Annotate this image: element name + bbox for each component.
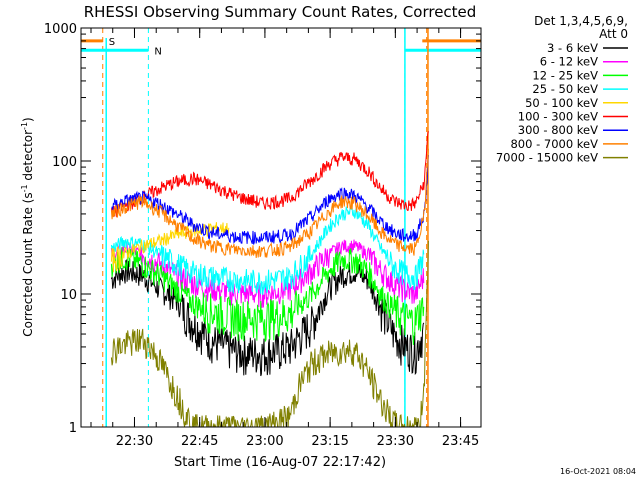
x-tick-label: 23:00 [246, 434, 283, 449]
footer-timestamp: 16-Oct-2021 08:04 [560, 467, 636, 476]
series-line [110, 240, 429, 427]
y-axis-label-sup: -1 [20, 122, 29, 130]
y-axis-label: Corrected Count Rate (s-1 detector-1) [20, 117, 35, 336]
x-tick-label: 23:15 [311, 434, 348, 449]
series-line [110, 131, 429, 218]
x-axis-label: Start Time (16-Aug-07 22:17:42) [174, 455, 386, 470]
series-line [111, 155, 429, 245]
series-line [110, 247, 425, 346]
series-line [110, 222, 230, 273]
legend-entry-label: 300 - 800 keV [518, 123, 598, 137]
y-tick-label: 10 [60, 288, 77, 303]
y-axis-label-part: ) [21, 117, 35, 122]
legend-entry-label: 800 - 7000 keV [510, 137, 598, 151]
chart-title: RHESSI Observing Summary Count Rates, Co… [84, 3, 477, 21]
series-line [110, 148, 429, 259]
y-axis-label-part: Corrected Count Rate (s [21, 192, 35, 336]
legend-entry-label: 100 - 300 keV [518, 110, 598, 124]
series-line [110, 204, 425, 295]
legend-header: Att 0 [599, 27, 628, 41]
y-tick-label: 1000 [44, 22, 77, 37]
y-tick-label: 1 [69, 421, 77, 436]
plot-area [80, 27, 482, 428]
legend-entry-label: 7000 - 15000 keV [496, 151, 598, 165]
overlay-flag-label: N [154, 46, 161, 57]
x-tick-label: 22:45 [181, 434, 218, 449]
y-tick-label: 100 [52, 155, 77, 170]
x-tick-label: 22:30 [116, 434, 153, 449]
x-tick-label: 23:45 [442, 434, 479, 449]
legend-entry-label: 25 - 50 keV [532, 82, 598, 96]
legend-entry-label: 12 - 25 keV [532, 68, 598, 82]
legend-entry-label: 6 - 12 keV [540, 55, 598, 69]
y-axis-label-sup: -1 [20, 184, 29, 192]
legend-entry-label: 3 - 6 keV [547, 41, 598, 55]
legend-header: Det 1,3,4,5,6,9, [534, 14, 628, 28]
y-axis-label-part: detector [21, 130, 35, 185]
x-tick-label: 23:30 [377, 434, 414, 449]
legend-entry-label: 50 - 100 keV [525, 96, 598, 110]
overlay-flag-label: S [109, 37, 115, 48]
